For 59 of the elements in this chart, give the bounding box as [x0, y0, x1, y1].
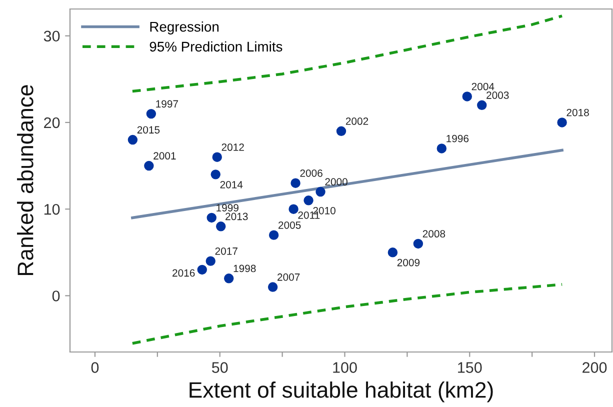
annotation: 2012: [222, 144, 244, 151]
point: [224, 274, 234, 284]
x-tick-label: 100: [333, 362, 357, 373]
y-tick-label: 10: [44, 204, 60, 215]
point: [216, 222, 226, 232]
point: [206, 256, 216, 266]
y-tick-label: 20: [44, 117, 60, 128]
point: [557, 118, 567, 128]
point: [290, 178, 300, 188]
point: [316, 186, 326, 197]
annotation: 2003: [486, 92, 509, 99]
annotation: 1996: [446, 134, 469, 142]
annotation: 1999: [216, 204, 238, 212]
line-series: [131, 283, 564, 345]
point: [477, 100, 487, 110]
point: [413, 238, 424, 249]
line-series: [131, 14, 564, 93]
point: [128, 134, 138, 145]
y-tick-label: 30: [44, 30, 60, 42]
annotation: 1998: [234, 264, 256, 272]
annotation: 2016: [172, 269, 195, 277]
point: [212, 152, 222, 162]
annotation: 2018: [566, 108, 589, 116]
point: [146, 108, 156, 119]
y-axis-title: Ranked abundance: [17, 85, 34, 276]
point: [388, 248, 398, 258]
point: [336, 126, 346, 136]
annotation: 2005: [278, 221, 301, 229]
x-tick-label: 0: [91, 362, 99, 373]
annotation: 2013: [226, 212, 248, 220]
annotation: 2004: [472, 82, 494, 90]
annotation: 2000: [325, 178, 348, 186]
annotation: 2008: [422, 230, 446, 238]
x-axis-title: Extent of suitable habitat (km2): [190, 382, 493, 402]
x-tick-label: 150: [458, 362, 482, 373]
point: [462, 92, 472, 102]
legend-label: Regression: [150, 22, 219, 34]
annotation: 2001: [154, 152, 176, 160]
point: [144, 160, 154, 171]
point: [304, 196, 314, 206]
y-tick-label: 0: [52, 290, 60, 302]
annotation: 2006: [300, 169, 322, 177]
point: [206, 212, 216, 223]
point: [268, 282, 278, 292]
annotation: 2017: [215, 247, 238, 255]
point: [436, 144, 447, 154]
annotation: 2007: [278, 273, 300, 281]
point: [268, 230, 279, 240]
annotation: 2014: [220, 180, 243, 188]
point: [210, 170, 220, 180]
legend-label: 95% Prediction Limits: [150, 41, 282, 52]
annotation: 2009: [397, 258, 420, 266]
annotation: 1997: [156, 100, 178, 108]
point: [288, 204, 298, 214]
annotation: 2002: [346, 118, 368, 125]
annotation: 2015: [137, 126, 160, 134]
point: [197, 264, 207, 275]
x-tick-label: 200: [582, 362, 607, 373]
x-tick-label: 50: [212, 362, 228, 373]
